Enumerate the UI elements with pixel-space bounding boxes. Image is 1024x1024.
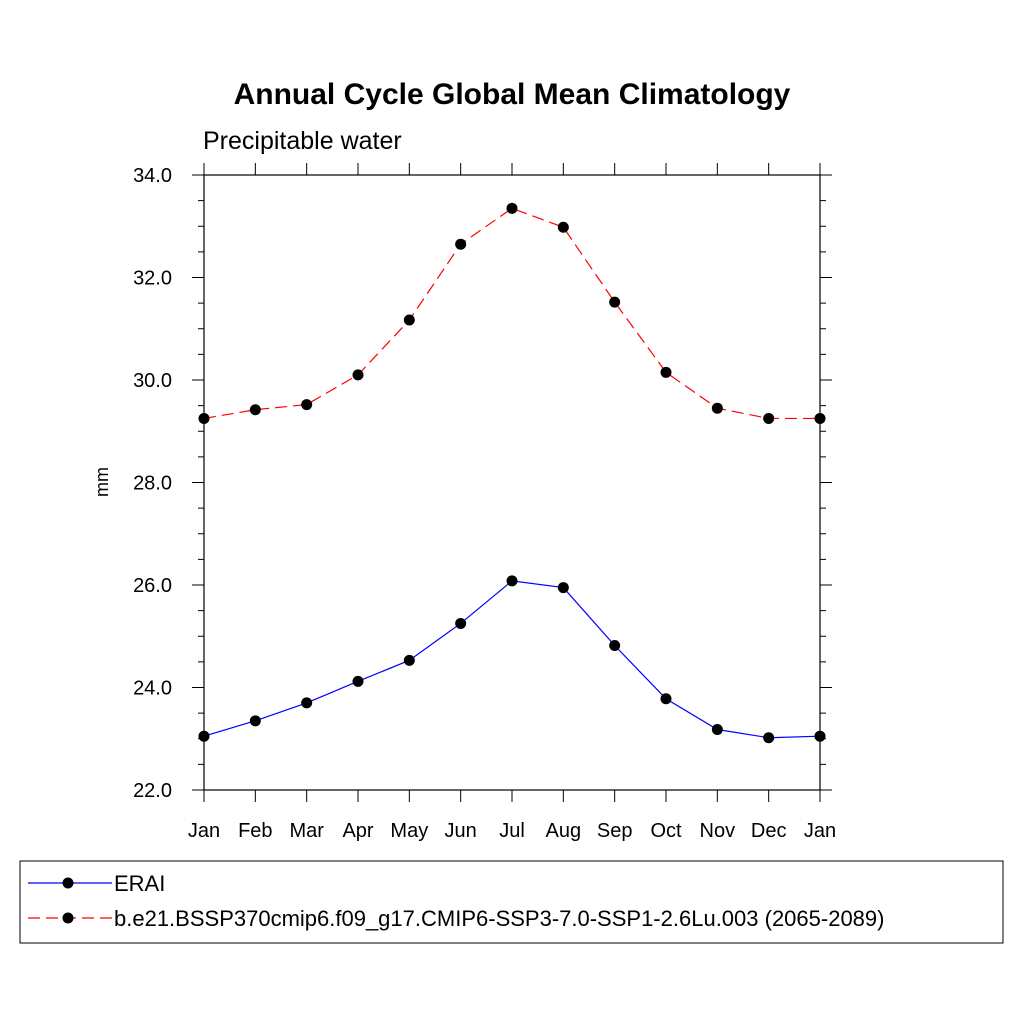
data-point	[711, 402, 723, 414]
x-tick-label: Feb	[238, 820, 272, 842]
x-tick-label: Jan	[188, 820, 220, 842]
series-line-0	[203, 580, 821, 739]
data-point	[198, 412, 210, 424]
data-point	[403, 654, 415, 666]
data-point	[506, 202, 518, 214]
data-point	[198, 730, 210, 742]
y-tick-label: 26.0	[133, 575, 172, 597]
data-point	[455, 238, 467, 250]
x-tick-label: Sep	[597, 820, 633, 842]
data-point	[557, 221, 569, 233]
x-tick-label: May	[390, 820, 428, 842]
y-tick-label: 28.0	[133, 473, 172, 495]
legend-label-0: ERAI	[114, 871, 165, 896]
data-point	[557, 582, 569, 594]
x-tick-label: Jan	[804, 820, 836, 842]
data-point	[763, 412, 775, 424]
legend-box	[19, 860, 1004, 944]
series-group	[198, 202, 826, 744]
plot-frame	[203, 174, 821, 791]
data-point	[711, 724, 723, 736]
data-point	[609, 639, 621, 651]
series-line-1	[203, 207, 820, 420]
x-tick-label: Mar	[289, 820, 324, 842]
data-point	[814, 730, 826, 742]
data-point	[814, 412, 826, 424]
data-point	[660, 693, 672, 705]
legend: ERAI b.e21.BSSP370cmip6.f09_g17.CMIP6-SSP…	[28, 871, 884, 931]
data-point	[455, 617, 467, 629]
data-point	[301, 697, 313, 709]
data-point	[403, 314, 415, 326]
legend-label-1: b.e21.BSSP370cmip6.f09_g17.CMIP6-SSP3-7.…	[114, 906, 884, 931]
data-point	[609, 296, 621, 308]
x-tick-label: Jun	[445, 820, 477, 842]
y-tick-label: 24.0	[133, 678, 172, 700]
x-tick-label: Jul	[499, 820, 525, 842]
data-point	[249, 404, 261, 416]
x-tick-label: Apr	[342, 820, 373, 842]
data-point	[352, 369, 364, 381]
y-axis-label: mm	[92, 467, 112, 497]
x-tick-label: Dec	[751, 820, 787, 842]
data-point	[506, 575, 518, 587]
data-point	[352, 675, 364, 687]
data-point	[249, 715, 261, 727]
legend-marker	[62, 877, 74, 889]
data-point	[660, 366, 672, 378]
data-point	[763, 732, 775, 744]
x-tick-label: Nov	[700, 820, 736, 842]
x-tick-label: Oct	[650, 820, 682, 842]
axis-ticks: Jan Feb Mar Apr May Jun Jul Aug Sep Oct Nov Dec Jan 2…	[133, 163, 836, 842]
data-point	[301, 399, 313, 411]
y-tick-label: 34.0	[133, 165, 172, 187]
y-tick-label: 22.0	[133, 780, 172, 802]
chart-title: Annual Cycle Global Mean Climatology	[234, 78, 791, 111]
x-tick-label: Aug	[546, 820, 582, 842]
y-tick-label: 30.0	[133, 370, 172, 392]
chart-subtitle: Precipitable water	[203, 127, 402, 155]
y-tick-label: 32.0	[133, 268, 172, 290]
legend-marker	[62, 912, 74, 924]
